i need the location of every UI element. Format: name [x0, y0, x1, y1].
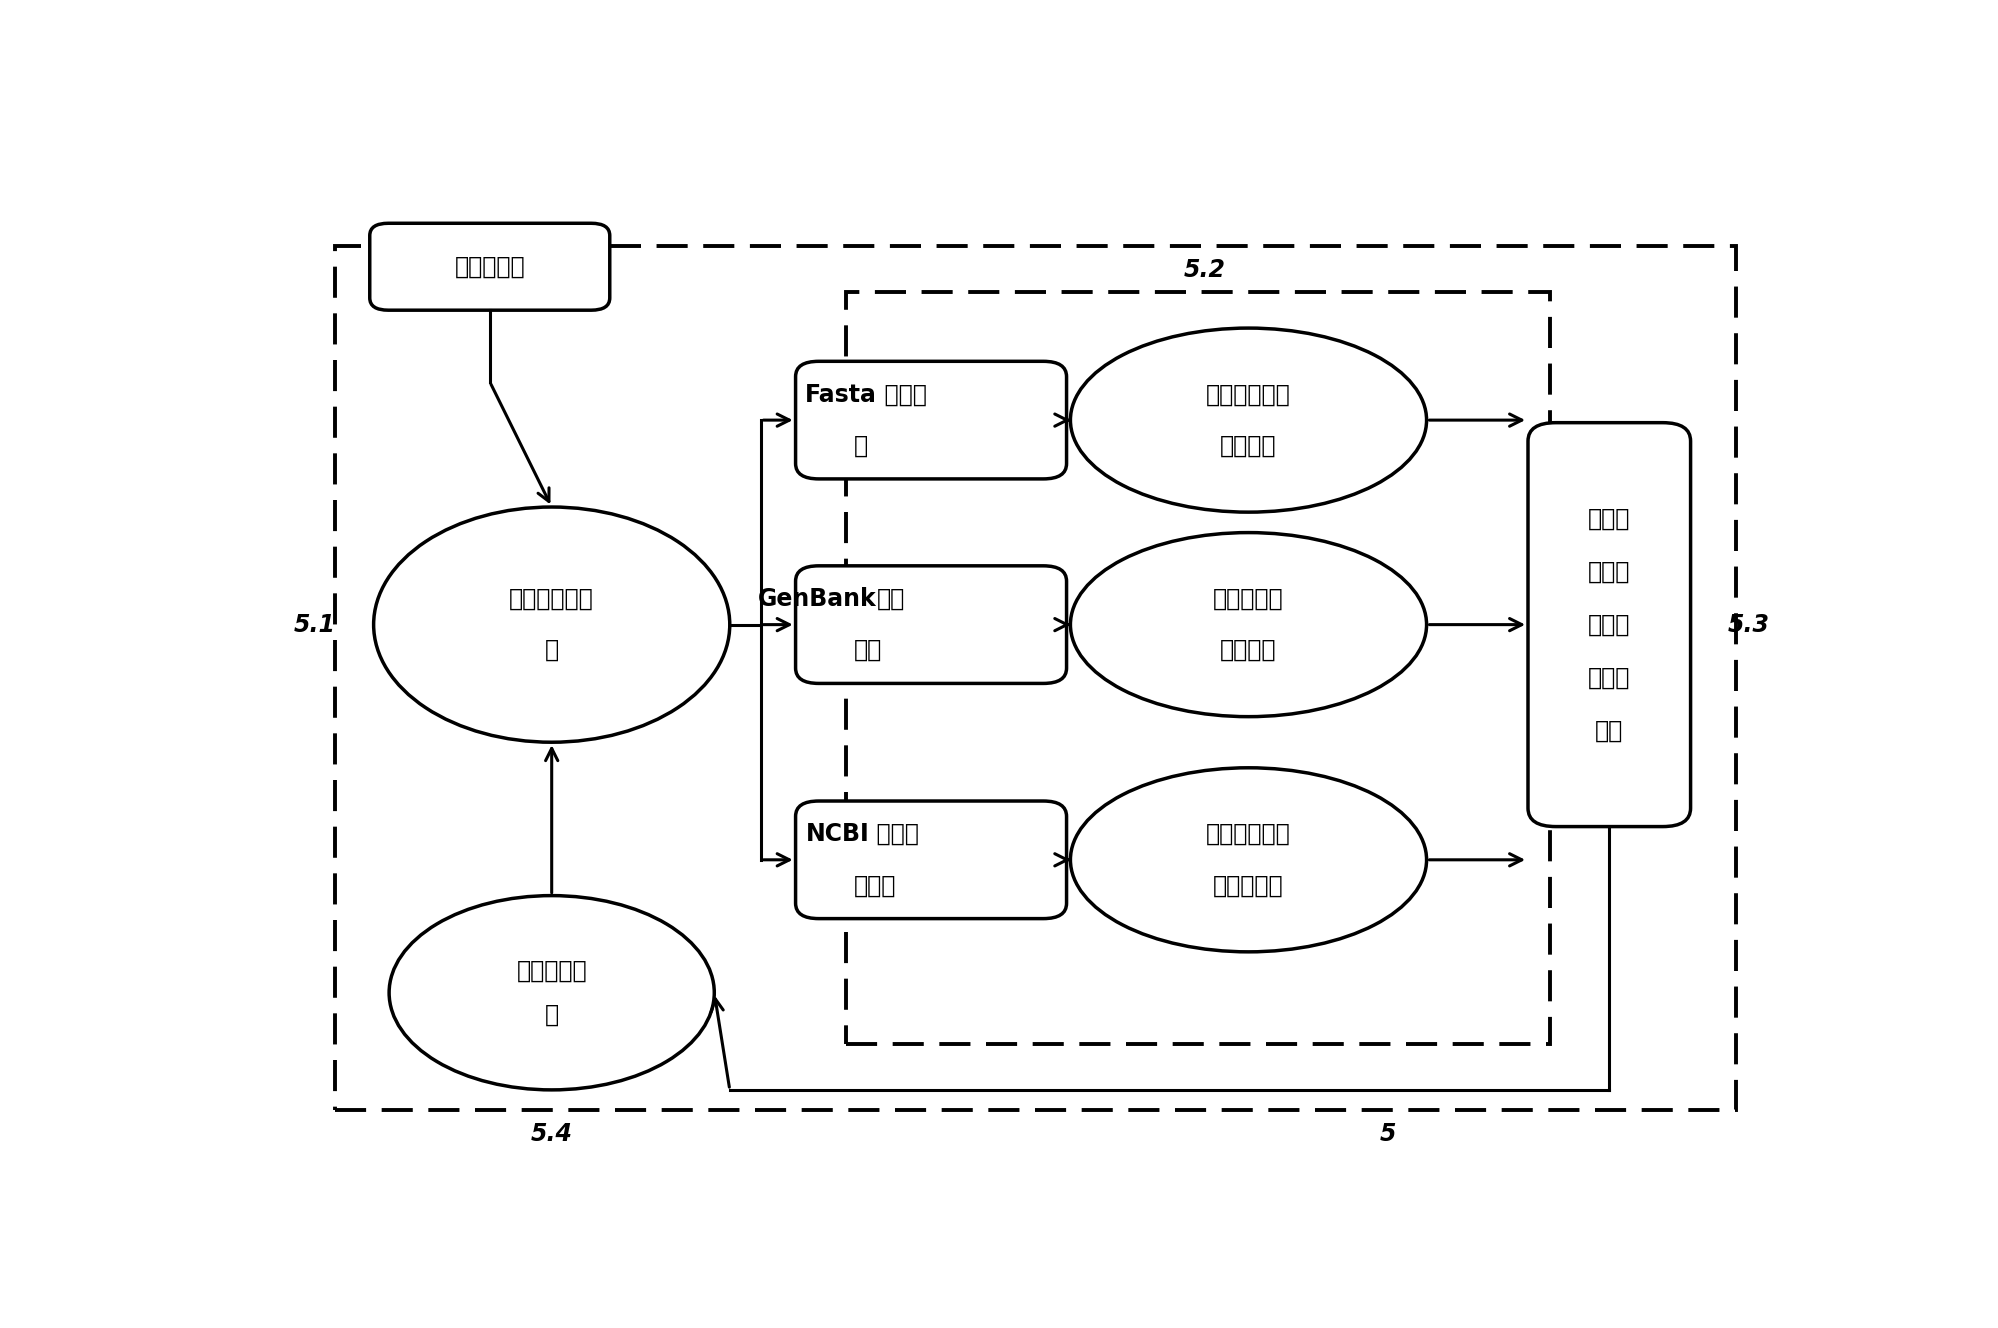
Ellipse shape [1071, 328, 1427, 513]
Text: 物种分: 物种分 [869, 822, 919, 846]
Text: 5.2: 5.2 [1185, 258, 1227, 282]
Text: 更新控制单: 更新控制单 [515, 959, 587, 983]
FancyBboxPatch shape [370, 223, 609, 311]
Text: NCBI: NCBI [805, 822, 869, 846]
Text: 公共数据库: 公共数据库 [454, 255, 525, 279]
Text: 格式数: 格式数 [877, 382, 927, 406]
Text: 基因组数据库: 基因组数据库 [1207, 382, 1291, 406]
Text: 5.3: 5.3 [1728, 612, 1770, 636]
Text: 处理单元: 处理单元 [1221, 434, 1277, 458]
Ellipse shape [374, 507, 729, 742]
Text: 写入本: 写入本 [1588, 506, 1630, 530]
Text: 库并记: 库并记 [1588, 612, 1630, 636]
FancyBboxPatch shape [336, 246, 1736, 1110]
Text: 格式: 格式 [877, 587, 905, 611]
Text: 地数据: 地数据 [1588, 559, 1630, 583]
Text: 5.4: 5.4 [531, 1122, 573, 1146]
Text: 5: 5 [1379, 1122, 1397, 1146]
Ellipse shape [1071, 533, 1427, 717]
Text: 库处理单元: 库处理单元 [1213, 874, 1285, 898]
Text: Fasta: Fasta [805, 382, 877, 406]
Text: 元: 元 [545, 1003, 559, 1028]
Text: 据: 据 [853, 434, 867, 458]
Ellipse shape [390, 895, 715, 1090]
Text: 功能数据库: 功能数据库 [1213, 587, 1285, 611]
FancyBboxPatch shape [795, 361, 1067, 479]
Text: 据: 据 [545, 639, 559, 663]
FancyBboxPatch shape [845, 292, 1550, 1044]
Text: 类数据: 类数据 [853, 874, 895, 898]
Text: 录更新: 录更新 [1588, 665, 1630, 689]
Text: 数据: 数据 [853, 639, 881, 663]
FancyBboxPatch shape [795, 566, 1067, 684]
Text: GenBank: GenBank [757, 587, 877, 611]
FancyBboxPatch shape [795, 801, 1067, 919]
Text: 时间: 时间 [1594, 718, 1624, 742]
Text: 处理单元: 处理单元 [1221, 639, 1277, 663]
Text: 下载更新的数: 下载更新的数 [509, 587, 593, 611]
Ellipse shape [1071, 768, 1427, 952]
Text: 5.1: 5.1 [294, 612, 336, 636]
FancyBboxPatch shape [1528, 422, 1690, 826]
Text: 物种分类数据: 物种分类数据 [1207, 822, 1291, 846]
